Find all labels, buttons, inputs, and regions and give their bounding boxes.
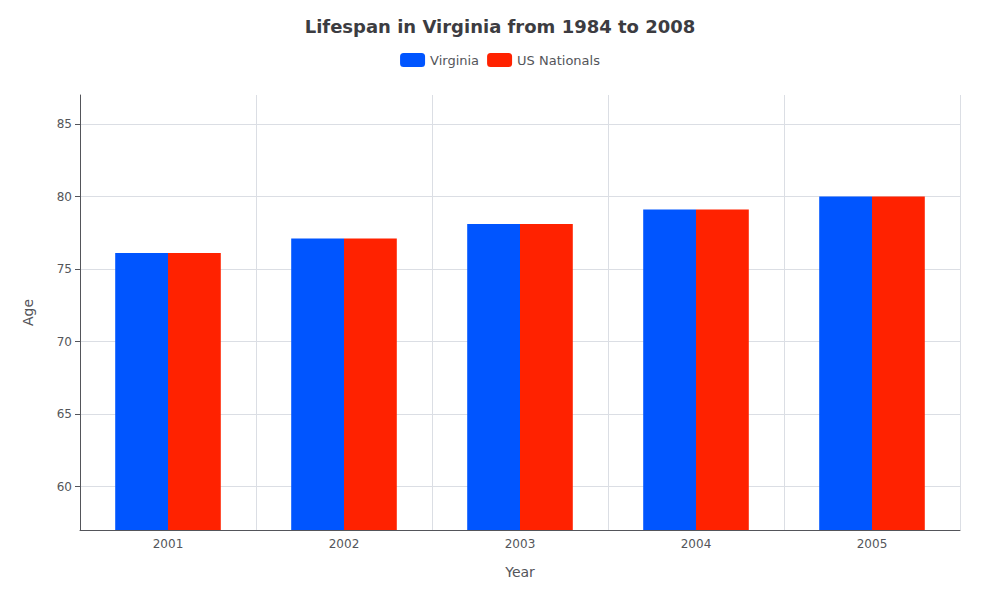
svg-text:Year: Year <box>504 564 535 580</box>
svg-text:Virginia: Virginia <box>430 53 479 68</box>
svg-text:65: 65 <box>57 407 72 421</box>
svg-text:US Nationals: US Nationals <box>517 53 600 68</box>
svg-text:2003: 2003 <box>505 537 536 551</box>
svg-text:2004: 2004 <box>681 537 712 551</box>
svg-text:Age: Age <box>20 299 36 326</box>
svg-text:Lifespan in Virginia from 1984: Lifespan in Virginia from 1984 to 2008 <box>305 16 696 37</box>
svg-text:60: 60 <box>57 480 72 494</box>
svg-text:2002: 2002 <box>329 537 360 551</box>
svg-text:85: 85 <box>57 117 72 131</box>
svg-text:2005: 2005 <box>857 537 888 551</box>
svg-text:2001: 2001 <box>153 537 184 551</box>
svg-text:80: 80 <box>57 190 72 204</box>
svg-text:70: 70 <box>57 335 72 349</box>
svg-text:75: 75 <box>57 262 72 276</box>
